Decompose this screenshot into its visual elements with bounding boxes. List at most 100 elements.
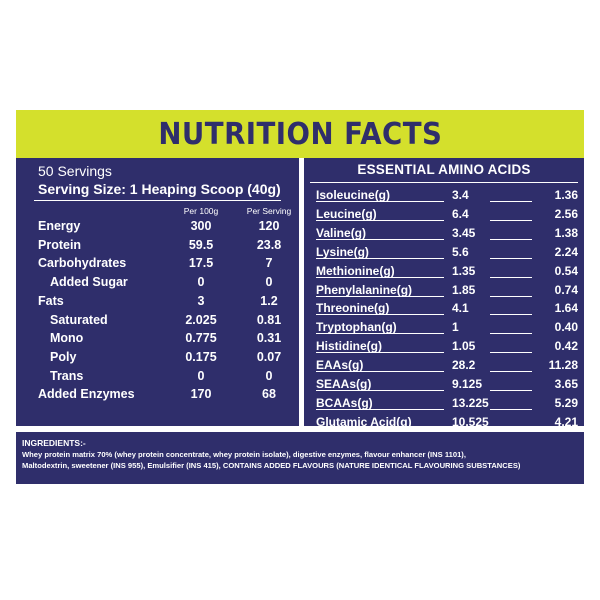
underline <box>490 314 532 316</box>
nutrient-name: Protein <box>38 237 82 252</box>
nutrition-row: Mono 0.775 0.31 <box>16 329 299 348</box>
per-serving-value: 0.31 <box>256 331 282 346</box>
servings-count: 50 Servings <box>38 163 112 179</box>
per-100g-value: 170 <box>190 387 212 402</box>
amino-value-per-100g: 1 <box>452 320 459 335</box>
nutrient-name: Added Sugar <box>50 275 128 290</box>
underline <box>316 352 444 354</box>
amino-acid-row: Threonine(g) 4.1 1.64 <box>304 299 584 318</box>
underline <box>490 257 532 259</box>
amino-acid-name: Leucine(g) <box>316 206 377 221</box>
amino-acid-name: Phenylalanine(g) <box>316 282 413 297</box>
underline <box>316 314 444 316</box>
amino-acid-row: Phenylalanine(g) 1.85 0.74 <box>304 281 584 300</box>
underline <box>316 371 444 373</box>
underline <box>316 333 444 335</box>
nutrition-row: Added Sugar 0 0 <box>16 273 299 292</box>
amino-acid-name: Threonine(g) <box>316 301 390 316</box>
amino-acid-row: SEAAs(g) 9.125 3.65 <box>304 375 584 394</box>
amino-value-per-serving: 1.36 <box>554 188 578 202</box>
nutrition-row: Saturated 2.025 0.81 <box>16 311 299 330</box>
amino-value-per-serving: 2.24 <box>554 244 578 259</box>
underline <box>490 276 532 278</box>
per-serving-value: 1.2 <box>260 293 278 308</box>
ingredients-panel: INGREDIENTS:- Whey protein matrix 70% (w… <box>16 432 584 484</box>
amino-acid-name: BCAAs(g) <box>316 395 373 410</box>
underline <box>490 427 532 429</box>
nutrient-name: Trans <box>50 368 84 383</box>
amino-acid-name: Valine(g) <box>316 225 367 240</box>
underline <box>316 219 444 221</box>
amino-value-per-100g: 1.35 <box>452 263 476 278</box>
amino-acid-row: Isoleucine(g) 3.4 1.36 <box>304 186 584 205</box>
amino-value-per-serving: 0.40 <box>554 320 578 335</box>
per-100g-value: 17.5 <box>188 256 214 271</box>
amino-acid-row: Lysine(g) 5.6 2.24 <box>304 243 584 262</box>
underline <box>316 427 444 429</box>
amino-acids-title: ESSENTIAL AMINO ACIDS <box>357 162 531 177</box>
amino-acids-panel: ESSENTIAL AMINO ACIDS Isoleucine(g) 3.4 1.… <box>304 158 584 429</box>
nutrient-name: Added Enzymes <box>38 387 135 402</box>
underline <box>490 295 532 297</box>
amino-value-per-serving: 3.65 <box>554 377 578 391</box>
nutrition-row: Carbohydrates 17.5 7 <box>16 254 299 273</box>
nutrition-row: Protein 59.5 23.8 <box>16 236 299 255</box>
amino-value-per-serving: 1.64 <box>554 301 578 316</box>
nutrient-name: Poly <box>50 349 77 364</box>
underline <box>316 390 444 391</box>
per-100g-value: 0 <box>197 275 205 290</box>
amino-acid-row: Glutamic Acid(g) 10.525 4.21 <box>304 413 584 432</box>
amino-value-per-100g: 6.4 <box>452 206 469 221</box>
underline <box>316 408 444 410</box>
amino-acid-name: Tryptophan(g) <box>316 320 397 335</box>
ingredients-line-1: Whey protein matrix 70% (whey protein co… <box>22 450 466 459</box>
nutrition-panel: 50 Servings Serving Size: 1 Heaping Scoo… <box>16 158 299 426</box>
amino-acid-name: Histidine(g) <box>316 339 382 354</box>
amino-acid-row: EAAs(g) 28.2 11.28 <box>304 356 584 375</box>
per-serving-value: 0.07 <box>256 349 282 364</box>
title-banner: NUTRITION FACTS <box>16 110 584 158</box>
nutrient-name: Energy <box>38 219 81 233</box>
per-serving-value: 120 <box>258 219 280 233</box>
column-header-per-100g: Per 100g <box>183 206 219 216</box>
serving-info: 50 Servings Serving Size: 1 Heaping Scoo… <box>38 162 281 198</box>
amino-value-per-100g: 4.1 <box>452 301 469 316</box>
amino-acid-row: Histidine(g) 1.05 0.42 <box>304 337 584 356</box>
per-serving-value: 0 <box>265 275 273 290</box>
amino-acid-row: Tryptophan(g) 1 0.40 <box>304 318 584 337</box>
per-serving-value: 0 <box>265 368 273 383</box>
amino-acid-name: EAAs(g) <box>316 358 364 373</box>
amino-value-per-100g: 9.125 <box>452 377 483 391</box>
amino-acid-row: BCAAs(g) 13.225 5.29 <box>304 394 584 413</box>
column-header-per-serving: Per Serving <box>246 206 292 216</box>
per-serving-value: 0.81 <box>256 312 282 327</box>
nutrient-name: Fats <box>38 293 64 308</box>
amino-value-per-100g: 3.45 <box>452 225 476 240</box>
amino-value-per-100g: 28.2 <box>452 358 476 373</box>
underline <box>490 333 532 335</box>
nutrition-row: Fats 3 1.2 <box>16 292 299 311</box>
amino-value-per-serving: 0.42 <box>554 339 578 354</box>
per-100g-value: 2.025 <box>185 312 217 327</box>
per-100g-value: 0.775 <box>185 331 217 346</box>
amino-acid-row: Leucine(g) 6.4 2.56 <box>304 205 584 224</box>
ingredients-line-2: Maltodextrin, sweetener (INS 955), Emuls… <box>22 461 521 470</box>
amino-value-per-100g: 10.525 <box>452 414 489 429</box>
amino-value-per-100g: 1.85 <box>452 282 476 297</box>
divider <box>310 182 578 183</box>
underline <box>490 201 532 202</box>
nutrient-name: Saturated <box>50 312 108 327</box>
amino-value-per-100g: 3.4 <box>452 188 469 202</box>
nutrient-name: Carbohydrates <box>38 256 127 271</box>
amino-acid-name: Methionine(g) <box>316 263 395 278</box>
underline <box>490 352 532 354</box>
nutrient-name: Mono <box>50 331 84 346</box>
underline <box>490 390 532 391</box>
per-100g-value: 0.175 <box>185 349 217 364</box>
amino-value-per-100g: 5.6 <box>452 244 469 259</box>
amino-acid-row: Valine(g) 3.45 1.38 <box>304 224 584 243</box>
nutrition-row: Added Enzymes 170 68 <box>16 385 299 404</box>
underline <box>316 257 444 259</box>
amino-value-per-100g: 1.05 <box>452 339 476 354</box>
amino-acid-name: Glutamic Acid(g) <box>316 414 412 429</box>
